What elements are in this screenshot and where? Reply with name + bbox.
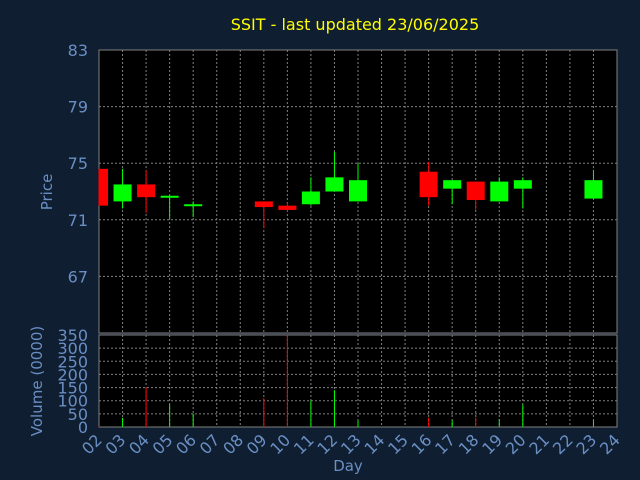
volume-bars — [98, 335, 594, 427]
volume-tick-label: 250 — [57, 352, 88, 371]
candle-05 — [160, 195, 179, 219]
candle-body — [466, 181, 485, 200]
candle-04 — [137, 170, 156, 213]
candle-18 — [466, 181, 485, 210]
price-tick-label: 71 — [68, 211, 88, 230]
candle-23 — [584, 170, 603, 199]
candle-body — [584, 180, 603, 199]
candle-body — [443, 180, 462, 189]
price-axis-label: Price — [38, 174, 56, 211]
candle-09 — [254, 201, 273, 229]
volume-tick-label: 150 — [57, 379, 88, 398]
price-tick-label: 83 — [68, 41, 88, 60]
candle-body — [349, 180, 367, 202]
candle-body — [184, 204, 203, 207]
candle-body — [99, 168, 108, 206]
candle-19 — [490, 177, 509, 202]
candle-02 — [98, 168, 108, 206]
price-tick-label: 79 — [68, 98, 88, 117]
candle-body — [419, 171, 438, 198]
candle-body — [325, 177, 344, 192]
day-tick-labels: 0203040506070809101112131415161718192021… — [78, 430, 624, 458]
day-axis-label: Day — [333, 457, 363, 475]
candles — [98, 151, 603, 229]
candle-body — [254, 201, 273, 208]
volume-tick-label: 50 — [68, 405, 88, 424]
price-tick-label: 75 — [68, 154, 88, 173]
candle-16 — [419, 161, 438, 206]
candle-03 — [113, 168, 132, 209]
volume-tick-label: 200 — [57, 365, 88, 384]
candle-body — [513, 180, 532, 189]
volume-tick-label: 350 — [57, 326, 88, 345]
candle-12 — [325, 151, 344, 192]
chart-title: SSIT - last updated 23/06/2025 — [231, 15, 480, 34]
volume-tick-label: 100 — [57, 392, 88, 411]
candle-body — [160, 195, 179, 198]
candle-11 — [301, 177, 320, 206]
candle-body — [301, 191, 320, 205]
price-tick-labels: 83 79 75 71 67 — [68, 41, 88, 286]
volume-tick-label: 300 — [57, 339, 88, 358]
candle-13 — [349, 163, 367, 202]
candle-20 — [513, 177, 532, 209]
candle-06 — [184, 201, 203, 217]
candle-body — [490, 181, 509, 202]
candle-17 — [443, 180, 462, 205]
candle-body — [278, 205, 297, 210]
volume-tick-label: 0 — [78, 418, 88, 437]
volume-axis-label: Volume (0000) — [28, 326, 46, 436]
price-tick-label: 67 — [68, 267, 88, 286]
candle-body — [137, 184, 156, 198]
candle-10 — [278, 202, 297, 212]
candle-body — [113, 184, 132, 202]
